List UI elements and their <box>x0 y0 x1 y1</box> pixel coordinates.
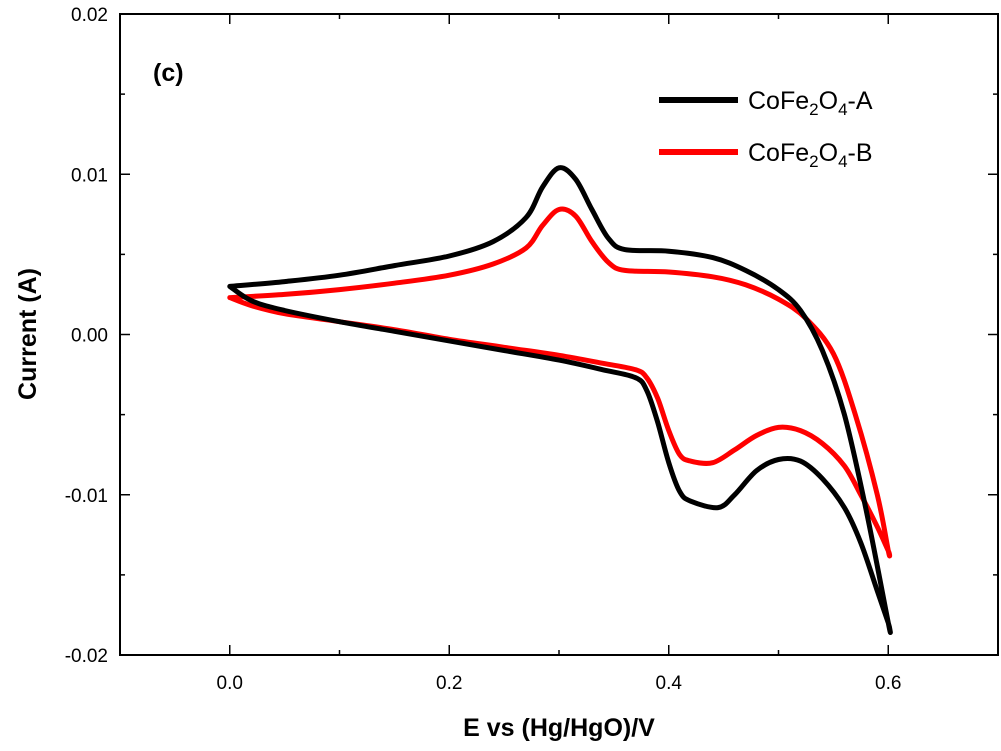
y-tick-label: 0.01 <box>71 165 108 186</box>
y-tick-label: -0.01 <box>65 486 108 507</box>
x-axis-title: E vs (Hg/HgO)/V <box>463 714 655 742</box>
axis-ticks <box>119 13 999 656</box>
series-line-cofe2o4-b <box>227 206 893 559</box>
x-tick-label: 0.4 <box>656 673 683 694</box>
legend-label: CoFe2O4-A <box>748 87 873 119</box>
x-tick-label: 0.0 <box>217 673 243 694</box>
y-axis-title: Current (A) <box>14 268 42 400</box>
panel-label: (c) <box>153 59 184 87</box>
series-line-cofe2o4-a <box>227 165 893 636</box>
legend-label: CoFe2O4-B <box>748 139 873 171</box>
y-tick-label: 0.00 <box>71 326 108 347</box>
x-tick-label: 0.6 <box>875 673 901 694</box>
data-series <box>227 165 893 636</box>
x-tick-label: 0.2 <box>436 673 462 694</box>
y-tick-label: -0.02 <box>65 646 108 667</box>
y-tick-label: 0.02 <box>71 5 108 26</box>
axis-tick-labels: 0.0 0.2 0.4 0.6 -0.02 -0.01 0.00 0.01 0.02 <box>65 5 902 694</box>
legend: CoFe2O4-A CoFe2O4-B <box>659 87 873 171</box>
